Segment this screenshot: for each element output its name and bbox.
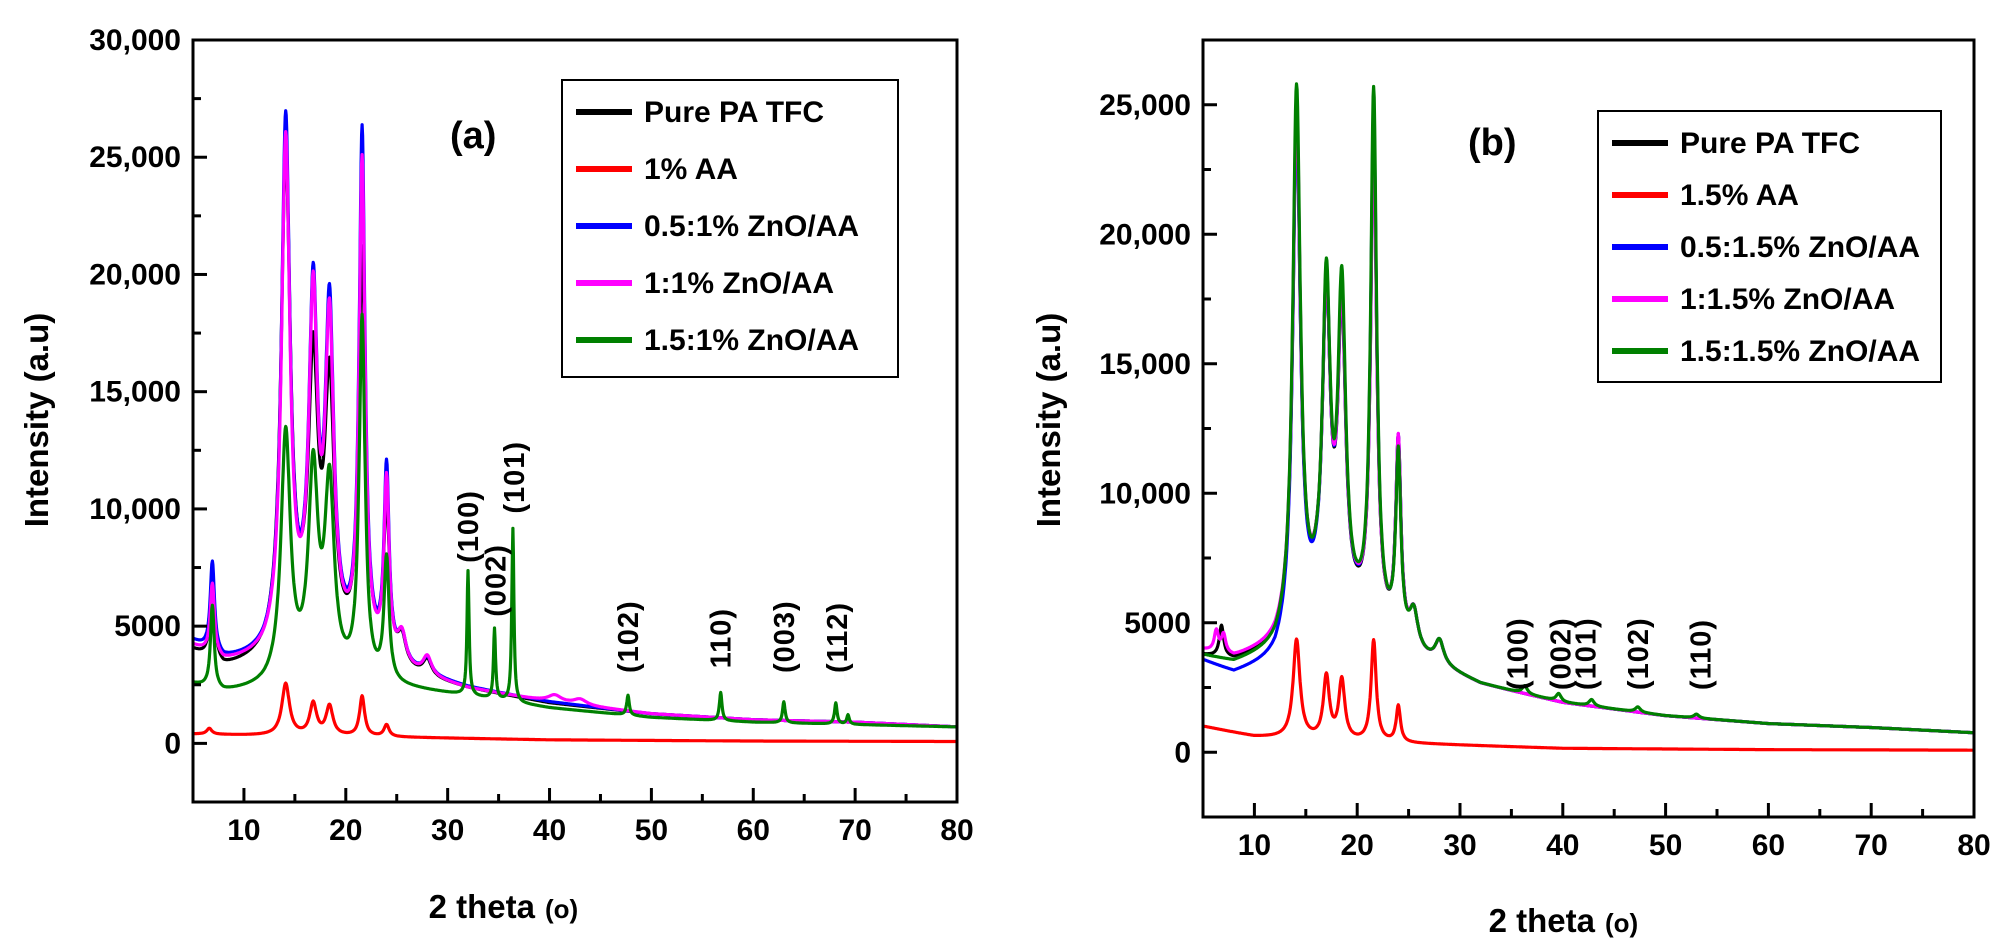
ytick-label-b-3: 15,000 xyxy=(1099,348,1191,381)
peak-annotation-b-0: (100) xyxy=(1503,617,1535,690)
peak-annotation-a-0: (100) xyxy=(453,490,485,563)
series-line-a-1 xyxy=(191,681,959,744)
legend-label-a-1: 1% AA xyxy=(644,153,738,186)
ytick-label-a-1: 5000 xyxy=(114,610,181,643)
ytick-label-a-3: 15,000 xyxy=(89,376,181,409)
series-line-b-4 xyxy=(1201,82,1976,735)
legend-label-b-1: 1.5% AA xyxy=(1680,179,1799,212)
ylabel-b: Intensity (a.u) xyxy=(1030,313,1067,528)
legend-label-a-2: 0.5:1% ZnO/AA xyxy=(644,210,859,243)
ytick-label-b-5: 25,000 xyxy=(1099,89,1191,122)
panel-label-a: (a) xyxy=(450,115,496,157)
xtick-label-b-7: 80 xyxy=(1957,829,1990,862)
ytick-label-a-4: 20,000 xyxy=(89,258,181,291)
xtick-label-b-5: 60 xyxy=(1752,829,1785,862)
ytick-label-a-6: 30,000 xyxy=(89,24,181,57)
peak-annotation-a-2: (101) xyxy=(499,441,531,514)
legend-label-a-4: 1.5:1% ZnO/AA xyxy=(644,324,859,357)
legend-label-a-0: Pure PA TFC xyxy=(644,96,824,129)
ytick-label-b-2: 10,000 xyxy=(1099,477,1191,510)
legend-label-b-0: Pure PA TFC xyxy=(1680,127,1860,160)
peak-annotation-a-6: (112) xyxy=(822,602,854,673)
peak-annotation-a-3: (102) xyxy=(613,600,645,673)
peak-annotation-b-4: (110) xyxy=(1686,619,1718,690)
peak-annotation-b-3: (102) xyxy=(1623,617,1655,690)
xunit-b: (o) xyxy=(1605,908,1638,938)
peak-annotation-a-1: (002) xyxy=(481,544,513,617)
ytick-label-b-4: 20,000 xyxy=(1099,218,1191,251)
peak-annotation-a-4: 110) xyxy=(706,608,738,668)
panel-label-b: (b) xyxy=(1468,122,1517,164)
xtick-label-a-6: 70 xyxy=(838,814,871,847)
xtick-label-b-3: 40 xyxy=(1546,829,1579,862)
series-line-a-4 xyxy=(191,312,959,729)
xtick-label-b-2: 30 xyxy=(1443,829,1476,862)
ytick-label-b-1: 5000 xyxy=(1124,607,1191,640)
xtick-label-b-6: 70 xyxy=(1855,829,1888,862)
ytick-label-b-0: 0 xyxy=(1174,736,1191,769)
legend-label-b-2: 0.5:1.5% ZnO/AA xyxy=(1680,231,1920,264)
xtick-label-a-5: 60 xyxy=(737,814,770,847)
ytick-label-a-5: 25,000 xyxy=(89,141,181,174)
xtick-label-b-0: 10 xyxy=(1238,829,1271,862)
peak-annotation-b-1: (002) xyxy=(1546,617,1578,690)
xunit-a: (o) xyxy=(545,894,578,924)
peak-annotation-b-2: (101) xyxy=(1570,617,1602,690)
xtick-label-a-7: 80 xyxy=(940,814,973,847)
xlabel-a: 2 theta xyxy=(429,888,536,925)
xtick-label-b-1: 20 xyxy=(1341,829,1374,862)
legend-label-b-3: 1:1.5% ZnO/AA xyxy=(1680,283,1895,316)
legend-label-a-3: 1:1% ZnO/AA xyxy=(644,267,834,300)
xtick-label-a-4: 50 xyxy=(635,814,668,847)
chart-panel-b: Intensity (a.u) 2 theta (o) (b) 10 20 30 40… xyxy=(1030,38,1991,939)
xtick-label-a-2: 30 xyxy=(431,814,464,847)
legend-label-b-4: 1.5:1.5% ZnO/AA xyxy=(1680,335,1920,368)
xtick-label-a-0: 10 xyxy=(227,814,260,847)
series-line-b-1 xyxy=(1201,637,1976,752)
chart-panel-a: Intensity (a.u) 2 theta (o) (a) 10 20 30 40… xyxy=(18,24,974,925)
ylabel-a: Intensity (a.u) xyxy=(18,313,55,528)
peak-annotation-a-5: (003) xyxy=(769,600,801,673)
xtick-label-a-3: 40 xyxy=(533,814,566,847)
xtick-label-b-4: 50 xyxy=(1649,829,1682,862)
xlabel-b: 2 theta xyxy=(1489,902,1596,939)
ytick-label-a-2: 10,000 xyxy=(89,493,181,526)
ytick-label-a-0: 0 xyxy=(164,727,181,760)
xtick-label-a-1: 20 xyxy=(329,814,362,847)
plot-frame-a xyxy=(191,38,959,804)
